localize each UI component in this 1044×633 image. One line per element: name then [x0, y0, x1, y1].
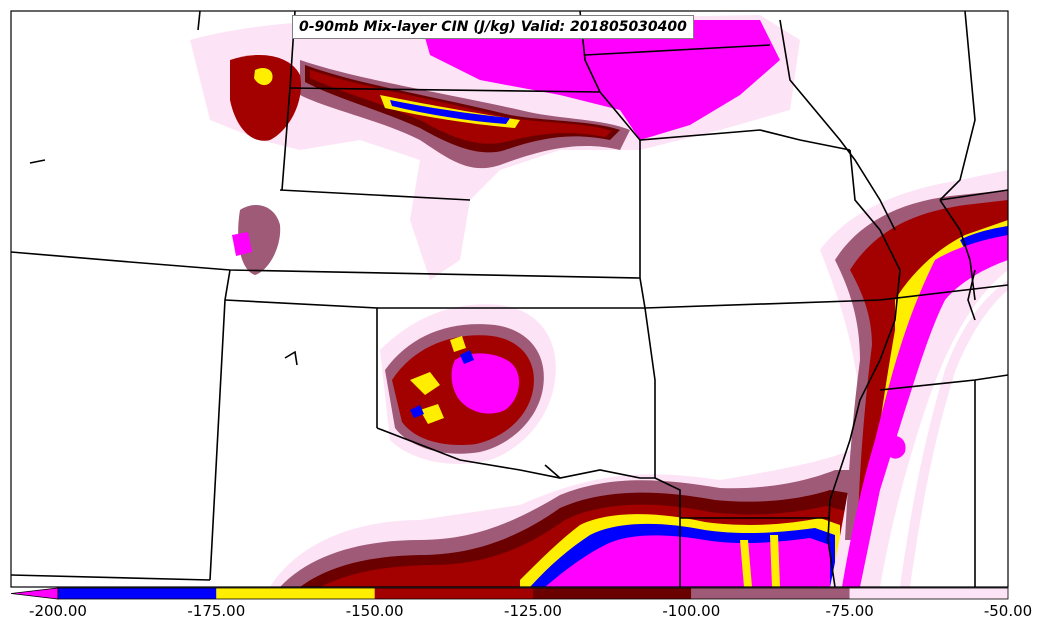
- colorbar-outline: [57, 587, 1009, 600]
- colorbar-segment-3: [533, 588, 692, 599]
- border-west-lakes: [29, 159, 298, 366]
- border-colorado-north: [11, 251, 641, 279]
- colorbar-tick-label: -50.00: [983, 602, 1033, 620]
- border-missouri-arkansas: [644, 299, 881, 309]
- border-wy-north: [281, 87, 291, 191]
- colorbar-tick-label: -150.00: [345, 602, 404, 620]
- border-illinois: [779, 19, 896, 231]
- east-magenta-blob: [885, 435, 906, 459]
- border-ky-oh: [939, 189, 1008, 201]
- border-texas-west: [11, 574, 211, 581]
- colorbar: [10, 587, 1009, 600]
- oklahoma-yellow-specks: [410, 336, 466, 424]
- border-ne-ks-line: [279, 189, 471, 201]
- border-indiana: [939, 11, 976, 201]
- east-light-fringe: [900, 280, 1008, 587]
- map-title: 0-90mb Mix-layer CIN (J/kg) Valid: 20180…: [292, 15, 694, 39]
- east-magenta-band: [842, 235, 1008, 587]
- colorbar-tick-label: -175.00: [187, 602, 246, 620]
- border-sd-nebraska: [289, 87, 601, 93]
- border-nd-mt-line: [197, 11, 201, 31]
- colorbar-segment-2: [374, 588, 533, 599]
- northwest-mauve-patch: [238, 205, 281, 275]
- east-red-band: [850, 200, 1008, 520]
- border-arkansas-south: [654, 477, 681, 587]
- colorbar-segment-0: [58, 588, 217, 599]
- north-blue-band: [390, 100, 510, 124]
- colorbar-tick-label: -125.00: [504, 602, 562, 620]
- border-texas-red-river: [544, 464, 561, 479]
- northwest-magenta-patch: [232, 232, 252, 256]
- south-magenta-core: [545, 535, 830, 587]
- colorbar-tick-label: -100.00: [662, 602, 721, 620]
- map-frame-border: [10, 10, 1009, 588]
- east-white-region: [880, 270, 1008, 587]
- oklahoma-blue-specks: [410, 350, 474, 418]
- south-yellow-streaks: [740, 535, 780, 587]
- east-yellow-band: [874, 220, 1008, 470]
- colorbar-under-triangle: [10, 587, 59, 600]
- north-red-band: [310, 70, 612, 144]
- border-mn-wi: [584, 44, 771, 56]
- northwest-dark-cluster: [230, 55, 301, 141]
- colorbar-segment-1: [216, 588, 375, 599]
- colorbar-segment-5: [849, 588, 1008, 599]
- border-wv: [967, 269, 976, 321]
- colorbar-tick-label: -200.00: [29, 602, 87, 620]
- oklahoma-magenta-core: [451, 353, 520, 414]
- colorbar-segment-4: [691, 588, 850, 599]
- colorbar-tick-label: -75.00: [825, 602, 874, 620]
- border-mississippi-river: [827, 149, 901, 587]
- state-borders: [11, 11, 1008, 587]
- border-kentucky-tn: [879, 284, 1008, 301]
- border-iowa-missouri: [599, 91, 851, 151]
- northwest-yellow-spot: [254, 68, 273, 86]
